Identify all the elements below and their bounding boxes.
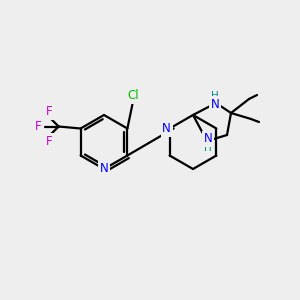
Text: F: F bbox=[45, 135, 52, 148]
Text: H: H bbox=[211, 91, 219, 101]
Text: Cl: Cl bbox=[128, 89, 139, 102]
Text: N: N bbox=[100, 163, 108, 176]
Text: N: N bbox=[162, 122, 171, 135]
Text: F: F bbox=[45, 105, 52, 118]
Text: H: H bbox=[204, 143, 212, 153]
Text: N: N bbox=[204, 133, 212, 146]
Text: N: N bbox=[211, 98, 219, 110]
Text: F: F bbox=[35, 120, 42, 133]
